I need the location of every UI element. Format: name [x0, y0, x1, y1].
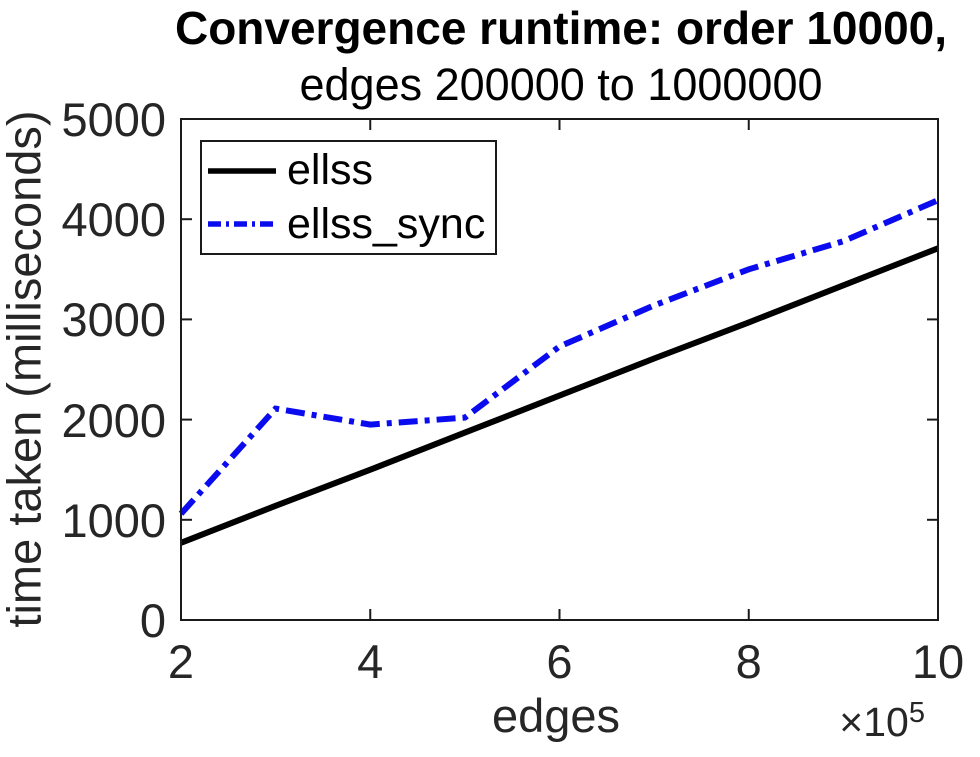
x-tick-label-8: 8: [735, 635, 762, 688]
x-axis-label: edges: [491, 689, 621, 742]
x-tick-label-6: 6: [546, 635, 573, 688]
y-axis-label: time taken (milliseconds): [0, 110, 51, 628]
x-axis-multiplier: ×105: [839, 697, 925, 746]
legend-row-ellss: ellss: [202, 145, 495, 197]
y-tick-label-0: 0: [139, 594, 166, 647]
y-tick-label-2000: 2000: [61, 393, 166, 447]
series-line-ellss: [179, 245, 940, 546]
y-tick-label-5000: 5000: [61, 93, 166, 146]
legend-label-ellss_sync: ellss_sync: [287, 199, 486, 248]
x-axis-multiplier-exponent: 5: [908, 697, 925, 729]
x-axis-multiplier-base: ×10: [839, 699, 909, 745]
x-tick-label-2: 2: [167, 635, 195, 688]
legend-swatch-solid-line: [208, 168, 276, 174]
x-tick-label-4: 4: [357, 635, 384, 688]
legend-swatch-dash-dot-line: [208, 221, 276, 227]
chart-title: Convergence runtime: order 10000,: [174, 2, 948, 54]
legend-row-ellss_sync: ellss_sync: [202, 198, 495, 250]
y-tick-label-1000: 1000: [61, 493, 166, 547]
y-tick-label-4000: 4000: [61, 193, 166, 247]
legend-label-ellss: ellss: [287, 146, 374, 195]
chart-subtitle: edges 200000 to 1000000: [299, 59, 823, 110]
x-tick-label-10: 10: [911, 635, 965, 688]
legend: ellss ellss_sync: [200, 140, 497, 255]
y-tick-label-3000: 3000: [61, 293, 166, 347]
